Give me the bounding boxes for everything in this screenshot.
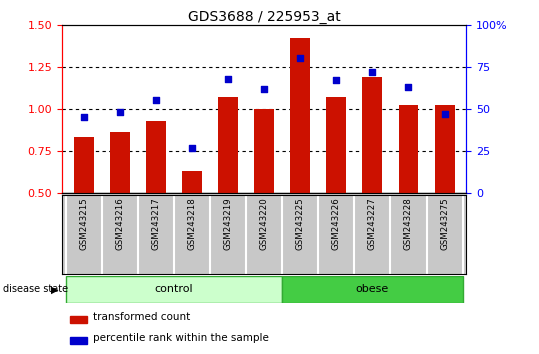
Text: GSM243219: GSM243219	[224, 197, 232, 250]
Bar	[254, 109, 274, 277]
Point	[224, 76, 232, 81]
Point	[151, 98, 160, 103]
Text: GSM243226: GSM243226	[332, 197, 341, 250]
Point	[260, 86, 268, 92]
Text: GSM243215: GSM243215	[79, 197, 88, 250]
Point	[79, 114, 88, 120]
Bar	[70, 337, 87, 343]
Bar	[362, 77, 382, 277]
Bar	[74, 137, 94, 277]
Point	[368, 69, 377, 75]
Bar	[282, 276, 462, 303]
Bar	[218, 97, 238, 277]
Bar	[70, 316, 87, 323]
Point	[332, 78, 341, 83]
Bar	[146, 121, 166, 277]
Text: GSM243217: GSM243217	[151, 197, 160, 250]
Bar	[398, 105, 418, 277]
Text: control: control	[155, 284, 193, 295]
Text: GSM243225: GSM243225	[296, 197, 305, 250]
Point	[188, 145, 196, 150]
Bar	[327, 97, 346, 277]
Text: percentile rank within the sample: percentile rank within the sample	[93, 333, 269, 343]
Text: disease state: disease state	[3, 284, 68, 295]
Text: GSM243275: GSM243275	[440, 197, 449, 250]
Bar	[66, 276, 282, 303]
Point	[296, 56, 305, 61]
Text: transformed count: transformed count	[93, 312, 190, 322]
Text: GSM243216: GSM243216	[115, 197, 124, 250]
Bar	[291, 38, 310, 277]
Bar	[434, 105, 454, 277]
Text: GSM243218: GSM243218	[188, 197, 196, 250]
Text: GSM243227: GSM243227	[368, 197, 377, 250]
Text: ▶: ▶	[51, 284, 59, 295]
Bar	[110, 132, 130, 277]
Point	[404, 84, 413, 90]
Text: obese: obese	[356, 284, 389, 295]
Text: GSM243220: GSM243220	[260, 197, 268, 250]
Point	[115, 109, 124, 115]
Bar	[182, 171, 202, 277]
Text: GSM243228: GSM243228	[404, 197, 413, 250]
Point	[440, 111, 449, 117]
Title: GDS3688 / 225953_at: GDS3688 / 225953_at	[188, 10, 341, 24]
